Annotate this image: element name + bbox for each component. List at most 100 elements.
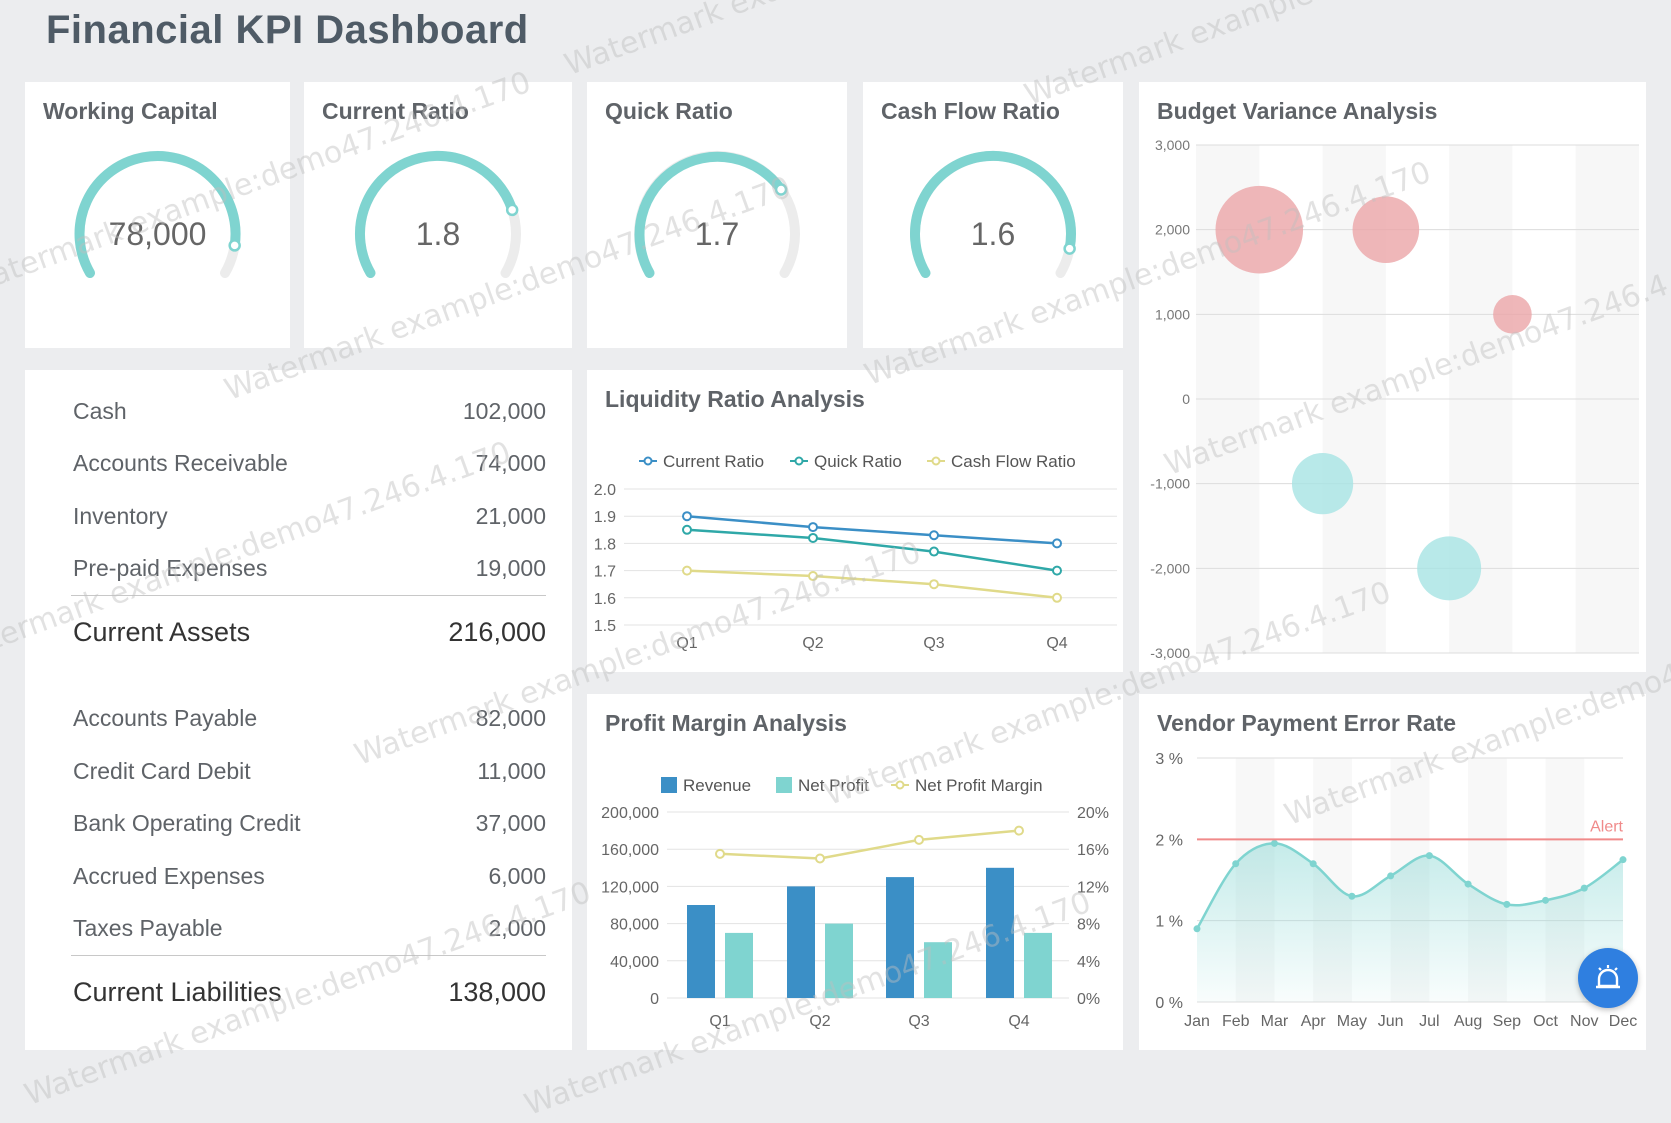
y-tick-label: 2 % (1155, 832, 1183, 849)
gauge-progress (355, 150, 518, 278)
bar (1024, 932, 1052, 998)
item-label: Accounts Payable (73, 705, 258, 731)
gauge-knob (774, 183, 788, 196)
total-value: 216,000 (448, 617, 546, 647)
y-tick-label: -3,000 (1150, 645, 1190, 661)
item-label: Bank Operating Credit (73, 810, 301, 836)
legend-entry: Quick Ratio (814, 452, 902, 471)
y-tick-label: 120,000 (601, 879, 659, 896)
y2-tick-label: 20% (1077, 805, 1109, 822)
series-line (719, 829, 1020, 860)
series-line (686, 514, 1058, 545)
y-tick-label: 0 (1182, 391, 1190, 407)
card-current-ratio: Current Ratio 1.8 (304, 82, 572, 348)
data-point (1580, 884, 1588, 892)
item-label: Pre-paid Expenses (73, 555, 268, 581)
bar (986, 867, 1014, 998)
legend-entry: Net Profit Margin (915, 776, 1043, 795)
card-quick-ratio: Quick Ratio 1.7 (587, 82, 847, 348)
list-item: Accounts Payable 82,000 (73, 705, 546, 735)
y-tick-label: 1.5 (594, 618, 616, 635)
card-title: Cash Flow Ratio (881, 98, 1060, 124)
bubble (1352, 196, 1420, 263)
data-point (1619, 856, 1627, 864)
x-tick-label: Jun (1378, 1013, 1404, 1030)
data-point (1193, 925, 1201, 933)
legend-marker (895, 780, 905, 790)
bubble (1493, 295, 1532, 334)
data-point (1014, 825, 1024, 836)
gauge-progress (634, 151, 786, 278)
y-tick-label: 1.7 (594, 564, 616, 581)
alarm-button[interactable] (1578, 948, 1638, 1008)
legend-marker (794, 456, 804, 466)
x-tick-label: Sep (1493, 1013, 1522, 1030)
data-point (1425, 852, 1433, 860)
list-item: Bank Operating Credit 37,000 (73, 810, 546, 840)
y-tick-label: 0 (650, 991, 659, 1008)
list-item: Pre-paid Expenses 19,000 (73, 555, 546, 585)
liquidity-chart-card: Liquidity Ratio Analysis 1.5 1.6 1.7 1.8 1.9… (587, 370, 1123, 672)
item-value: 6,000 (488, 863, 546, 889)
y-tick-label: -2,000 (1150, 560, 1190, 576)
legend-swatch (661, 777, 677, 793)
data-point (682, 565, 692, 576)
bubble (1291, 453, 1354, 515)
x-tick-label: Dec (1609, 1013, 1637, 1030)
bar (924, 942, 952, 998)
total-label: Current Assets (73, 617, 251, 647)
x-tick-label: Feb (1222, 1013, 1250, 1030)
quick-ratio-gauge: 1.7 (634, 150, 800, 278)
total-value: 138,000 (448, 977, 546, 1007)
alarm-icon (1596, 965, 1620, 989)
chart-title: Budget Variance Analysis (1157, 98, 1438, 124)
x-tick-label: Q1 (676, 635, 697, 652)
card-title: Quick Ratio (605, 98, 733, 124)
x-tick-label: Nov (1570, 1013, 1598, 1030)
chart-title: Profit Margin Analysis (605, 710, 847, 736)
item-value: 11,000 (477, 758, 546, 784)
total-row: Current Liabilities 138,000 (73, 977, 546, 1007)
item-label: Credit Card Debit (73, 758, 251, 784)
x-tick-label: Mar (1261, 1013, 1289, 1030)
bar (787, 886, 815, 998)
x-tick-label: Q4 (1046, 635, 1067, 652)
y-tick-label: 200,000 (601, 805, 659, 822)
gauge-value: 1.6 (971, 216, 1015, 252)
gauge-knob (228, 239, 241, 252)
card-title: Current Ratio (322, 98, 469, 124)
data-point (815, 853, 825, 864)
data-point (1270, 839, 1278, 847)
profit-chart-card: Profit Margin Analysis 0 0% 40,000 4% 80,000… (587, 694, 1123, 1050)
gauge-value: 78,000 (109, 216, 207, 252)
x-tick-label: Q2 (802, 635, 823, 652)
x-tick-label: Oct (1533, 1013, 1558, 1030)
data-point (1503, 900, 1511, 908)
data-point (808, 522, 818, 533)
chart-title: Liquidity Ratio Analysis (605, 386, 865, 412)
card-title: Working Capital (43, 98, 218, 124)
total-label: Current Liabilities (73, 977, 282, 1007)
y-tick-label: 1.6 (594, 591, 616, 608)
data-point (1232, 860, 1240, 868)
gauge-knob (505, 203, 519, 217)
cash-flow-ratio-gauge: 1.6 (910, 150, 1076, 278)
list-item: Taxes Payable 2,000 (73, 915, 546, 945)
item-value: 19,000 (475, 555, 546, 581)
x-tick-label: Q3 (923, 635, 944, 652)
item-label: Cash (73, 398, 127, 424)
data-point (929, 546, 939, 557)
series-line (686, 528, 1058, 572)
item-value: 37,000 (475, 810, 546, 836)
item-value: 74,000 (475, 450, 546, 476)
y-tick-label: 1.9 (594, 509, 616, 526)
data-point (914, 834, 924, 845)
data-point (1387, 872, 1395, 880)
gauge-value: 1.8 (416, 216, 460, 252)
data-point (808, 532, 818, 543)
list-item: Inventory 21,000 (73, 503, 546, 533)
list-item: Credit Card Debit 11,000 (73, 758, 546, 788)
legend-entry: Current Ratio (663, 452, 764, 471)
data-point (1464, 880, 1472, 888)
legend-entry: Cash Flow Ratio (951, 452, 1076, 471)
